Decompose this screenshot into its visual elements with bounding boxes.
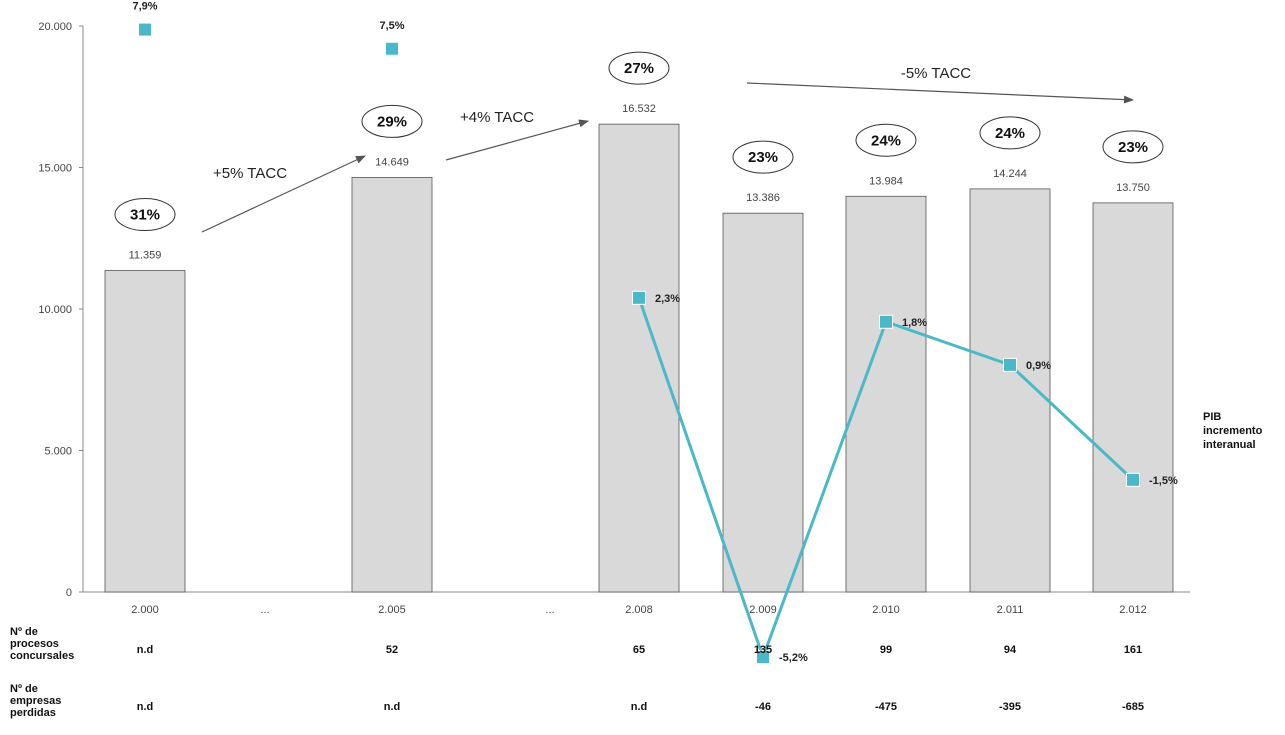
row-header: Nº de <box>10 626 38 638</box>
row-header: Nº de <box>10 683 38 695</box>
trend-arrow <box>746 82 1134 104</box>
gdp-value-label: 1,8% <box>902 317 927 329</box>
row-header: procesos <box>10 638 59 650</box>
bar <box>722 212 804 593</box>
share-label: 29% <box>377 113 407 130</box>
gdp-value-label: 2,3% <box>655 293 680 305</box>
bar-value-label: 11.359 <box>129 250 162 262</box>
gdp-marker <box>138 22 152 37</box>
row-value: n.d <box>137 701 154 713</box>
trend-label: -5% TACC <box>901 65 971 82</box>
share-label: 24% <box>871 132 901 149</box>
share-ellipse <box>979 116 1041 150</box>
bar-value-label: 13.386 <box>746 192 780 204</box>
share-label: 27% <box>624 60 654 77</box>
gdp-marker <box>632 290 646 305</box>
bar-value-label: 13.984 <box>869 175 903 187</box>
row-value: -395 <box>999 701 1021 713</box>
y-tick-label: 0 <box>66 587 72 599</box>
share-label: 31% <box>130 207 160 224</box>
share-ellipse <box>1102 130 1164 164</box>
row-value: n.d <box>137 644 154 656</box>
row-value: n.d <box>631 701 648 713</box>
trend-label: +4% TACC <box>460 109 534 126</box>
x-tick-label: 2.009 <box>749 604 777 616</box>
gdp-legend-label: PIB <box>1203 411 1221 423</box>
y-tick-label: 15.000 <box>38 163 72 175</box>
gdp-value-label: 7,9% <box>132 1 157 13</box>
trend-arrow <box>201 155 366 233</box>
row-header: empresas <box>10 695 61 707</box>
bar <box>351 177 433 593</box>
y-tick-label: 10.000 <box>38 304 72 316</box>
x-tick-label: 2.000 <box>131 604 159 616</box>
share-ellipse <box>732 140 794 174</box>
row-value: 135 <box>754 644 772 656</box>
x-tick-label: ... <box>545 604 554 616</box>
gdp-marker <box>1126 472 1140 487</box>
gdp-value-label: -1,5% <box>1149 475 1178 487</box>
trend-arrow <box>445 119 589 161</box>
row-value: 65 <box>633 644 645 656</box>
share-label: 23% <box>1118 139 1148 156</box>
x-tick-label: 2.005 <box>378 604 406 616</box>
gdp-series: 7,9% 7,5% 2,3% -5,2% 1,8% 0,9% -1,5% PIB increme… <box>132 1 1263 665</box>
row-header: perdidas <box>10 707 56 719</box>
bar-value-label: 13.750 <box>1116 182 1150 194</box>
gdp-marker <box>385 41 399 56</box>
gdp-value-label: 7,5% <box>379 20 404 32</box>
share-ellipse <box>608 51 670 85</box>
row-value: 94 <box>1004 644 1017 656</box>
x-tick-label: 2.012 <box>1119 604 1147 616</box>
share-label: 24% <box>995 125 1025 142</box>
x-tick-label: ... <box>260 604 269 616</box>
x-tick-label: 2.008 <box>625 604 653 616</box>
gdp-value-label: -5,2% <box>779 652 808 664</box>
gdp-legend-label: incremento <box>1203 425 1263 437</box>
bar <box>104 270 186 593</box>
x-tick-label: 2.010 <box>872 604 900 616</box>
row-value: 99 <box>880 644 892 656</box>
x-tick-label: 2.011 <box>997 604 1024 616</box>
row-value: -46 <box>755 701 771 713</box>
row-value: -475 <box>875 701 897 713</box>
bar <box>1092 202 1174 593</box>
row-value: 161 <box>1124 644 1142 656</box>
bar-value-label: 14.244 <box>993 168 1027 180</box>
annotations: +5% TACC +4% TACC -5% TACC <box>201 65 1134 233</box>
gdp-value-label: 0,9% <box>1026 360 1051 372</box>
trend-label: +5% TACC <box>213 165 287 182</box>
bar-value-label: 16.532 <box>622 103 656 115</box>
share-ellipse <box>855 123 917 157</box>
row-value: 52 <box>386 644 398 656</box>
row-value: -685 <box>1122 701 1144 713</box>
gdp-marker <box>756 650 770 665</box>
row-value: n.d <box>384 701 401 713</box>
y-tick-label: 5.000 <box>44 446 72 458</box>
share-label: 23% <box>748 149 778 166</box>
bars: 11.359 31% 14.649 29% 16.532 27% 13.386 23% 13.9… <box>104 51 1174 593</box>
y-tick-label: 20.000 <box>38 21 72 33</box>
share-ellipse <box>361 104 423 138</box>
bar <box>598 123 680 593</box>
gdp-legend-label: interanual <box>1203 439 1256 451</box>
bar-value-label: 14.649 <box>375 156 409 168</box>
gdp-marker <box>1003 357 1017 372</box>
share-ellipse <box>114 198 176 232</box>
row-header: concursales <box>10 650 74 662</box>
gdp-marker <box>879 314 893 329</box>
